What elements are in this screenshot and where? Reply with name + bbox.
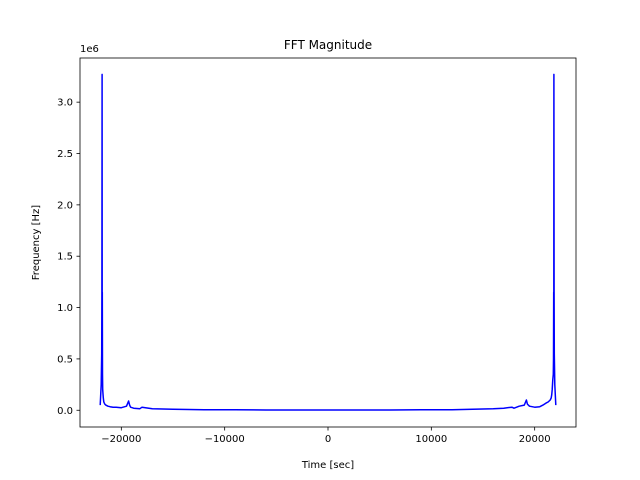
y-tick-label: 0.0 xyxy=(57,406,73,417)
y-tick-label: 1.0 xyxy=(57,303,73,314)
y-tick-label: 0.5 xyxy=(57,354,73,365)
y-tick-label: 1.5 xyxy=(57,252,73,263)
y-tick-label: 3.0 xyxy=(57,98,73,109)
x-tick-label: −20000 xyxy=(101,434,141,445)
y-axis-ticks: 0.0 0.5 1.0 1.5 2.0 2.5 3.0 xyxy=(57,98,80,417)
x-axis-label: Time [sec] xyxy=(301,460,354,471)
plot-series xyxy=(99,73,557,411)
x-tick-label: −10000 xyxy=(205,434,245,445)
series-line-0 xyxy=(99,73,557,411)
y-axis-label: Frequency [Hz] xyxy=(31,205,42,281)
x-axis-ticks: −20000 −10000 0 10000 20000 xyxy=(101,427,551,445)
x-tick-label: 10000 xyxy=(415,434,447,445)
y-offset-label: 1e6 xyxy=(80,44,99,55)
y-tick-label: 2.0 xyxy=(57,200,73,211)
x-tick-label: 20000 xyxy=(519,434,551,445)
x-tick-label: 0 xyxy=(325,434,331,445)
chart-title: FFT Magnitude xyxy=(284,38,372,52)
y-tick-label: 2.5 xyxy=(57,149,73,160)
